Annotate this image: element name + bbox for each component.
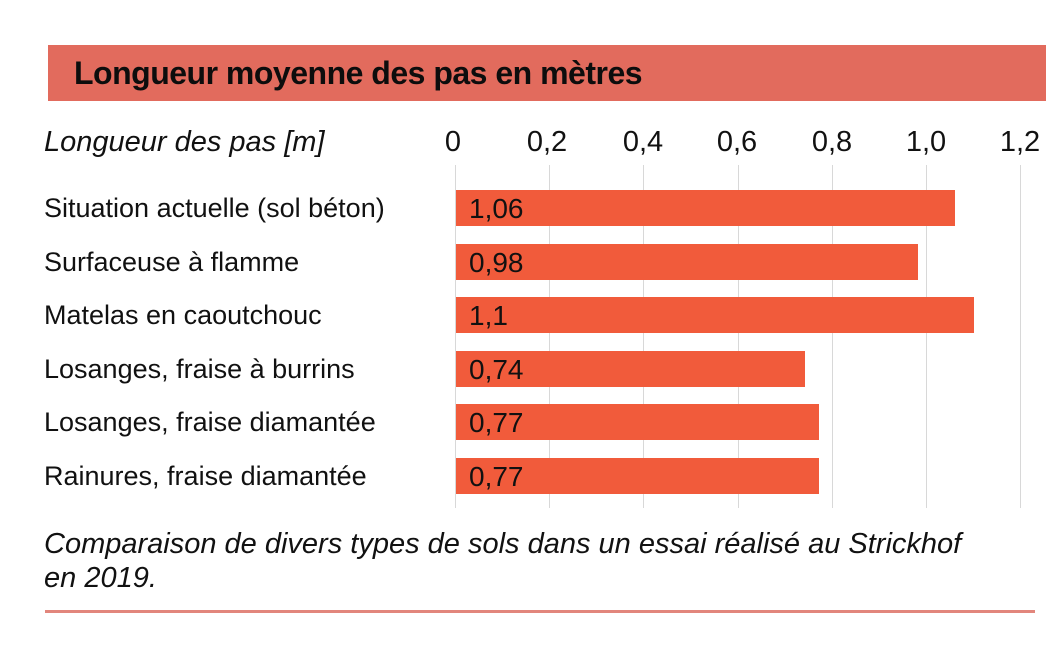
x-axis-tick: 0 bbox=[444, 126, 462, 158]
category-label: Rainures, fraise diamantée bbox=[44, 461, 367, 491]
chart-title: Longueur moyenne des pas en mètres bbox=[74, 55, 643, 91]
x-axis-tick: 0,4 bbox=[622, 126, 664, 158]
bar-value-label: 0,77 bbox=[469, 461, 524, 492]
bar: 0,98 bbox=[456, 244, 918, 280]
figure-caption-line1: Comparaison de divers types de sols dans… bbox=[44, 528, 962, 560]
bottom-rule bbox=[45, 610, 1035, 613]
category-label: Losanges, fraise diamantée bbox=[44, 407, 376, 437]
category-label: Losanges, fraise à burrins bbox=[44, 354, 355, 384]
bar: 0,77 bbox=[456, 458, 819, 494]
bar-value-label: 1,1 bbox=[469, 300, 508, 331]
gridline bbox=[643, 165, 644, 508]
x-axis-tick: 1,2 bbox=[999, 126, 1041, 158]
x-axis-label: Longueur des pas [m] bbox=[44, 126, 325, 158]
gridline bbox=[455, 165, 456, 508]
x-axis-tick: 0,6 bbox=[716, 126, 758, 158]
figure-caption: Comparaison de divers types de sols dans… bbox=[44, 527, 1004, 595]
bar-value-label: 0,74 bbox=[469, 354, 524, 385]
category-label: Situation actuelle (sol béton) bbox=[44, 193, 385, 223]
gridline bbox=[549, 165, 550, 508]
gridline bbox=[1020, 165, 1021, 508]
bar-value-label: 0,77 bbox=[469, 407, 524, 438]
figure-caption-line2: en 2019. bbox=[44, 562, 157, 595]
gridline bbox=[926, 165, 927, 508]
x-axis-tick: 0,2 bbox=[526, 126, 568, 158]
bar: 0,74 bbox=[456, 351, 805, 387]
gridline bbox=[738, 165, 739, 508]
category-label: Matelas en caoutchouc bbox=[44, 300, 322, 330]
category-label: Surfaceuse à flamme bbox=[44, 247, 300, 277]
bar-value-label: 1,06 bbox=[469, 193, 524, 224]
bar: 1,06 bbox=[456, 190, 955, 226]
bar: 0,77 bbox=[456, 404, 819, 440]
bar-value-label: 0,98 bbox=[469, 247, 524, 278]
chart-title-bar: Longueur moyenne des pas en mètres bbox=[48, 45, 1046, 101]
gridline bbox=[832, 165, 833, 508]
bar: 1,1 bbox=[456, 297, 974, 333]
x-axis-tick: 1,0 bbox=[905, 126, 947, 158]
x-axis-tick: 0,8 bbox=[811, 126, 853, 158]
